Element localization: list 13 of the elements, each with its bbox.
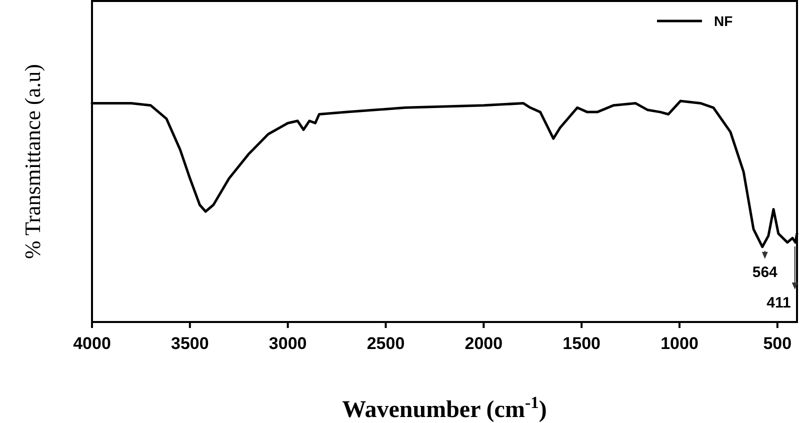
x-tick-label: 1000: [660, 334, 698, 353]
x-tick-label: 2500: [366, 334, 405, 353]
x-tick-label: 2000: [464, 334, 503, 353]
y-axis-title: % Transmittance (a.u): [20, 64, 45, 259]
x-tick-label: 1500: [562, 334, 600, 353]
annotation: 411: [766, 294, 791, 312]
annotation: 564: [752, 264, 778, 281]
x-tick-label: 500: [763, 334, 792, 353]
x-tick-label: 4000: [73, 334, 111, 353]
legend-label: NF: [714, 13, 734, 29]
x-axis-title: Wavenumber (cm$^{-1}$): [342, 392, 547, 423]
x-tick-label: 3500: [171, 334, 209, 353]
x-tick-label: 3000: [268, 334, 307, 353]
